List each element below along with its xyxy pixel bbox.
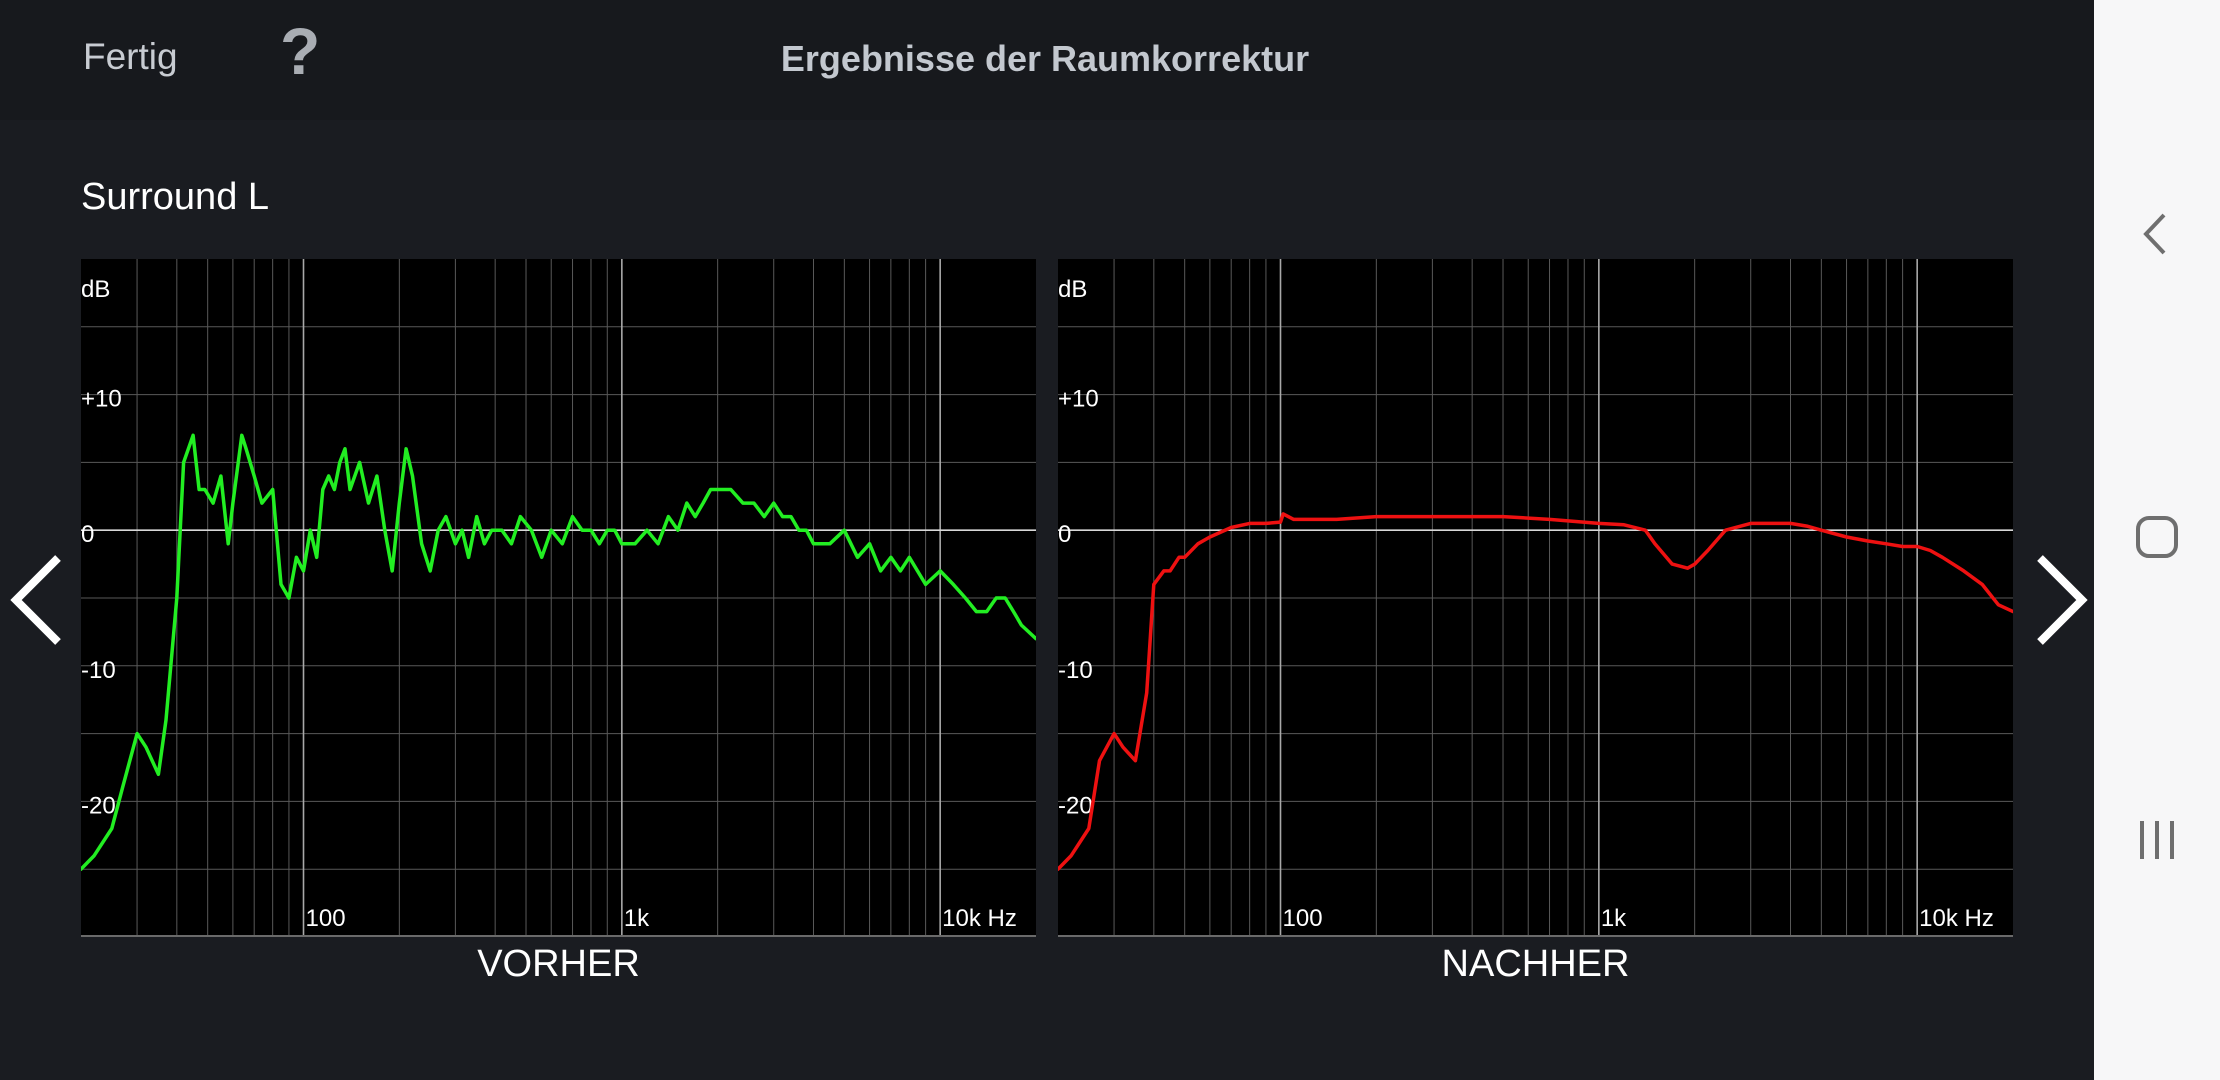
page-title: Ergebnisse der Raumkorrektur: [780, 38, 1310, 79]
y-unit-label: dB: [1058, 276, 1087, 303]
done-button[interactable]: Fertig: [83, 36, 178, 77]
x-tick-label: 1k: [1601, 905, 1627, 932]
chevron-left-icon: [10, 555, 61, 645]
frequency-response-chart-before: dB +10 0 -10 -20 100 1k 10k Hz: [81, 259, 1036, 937]
y-tick-label: -20: [81, 792, 116, 819]
system-back-button[interactable]: [2132, 209, 2182, 259]
y-tick-label: 0: [1058, 521, 1071, 548]
prev-channel-button[interactable]: [8, 550, 68, 650]
y-unit-label: dB: [81, 276, 110, 303]
recents-icon: [2140, 821, 2174, 859]
graph-after: dB +10 0 -10 -20 100 1k 10k Hz: [1058, 259, 2013, 937]
y-tick-label: +10: [1058, 386, 1099, 413]
app-bar: Fertig ? Ergebnisse der Raumkorrektur: [0, 0, 2094, 120]
y-tick-label: -20: [1058, 792, 1093, 819]
system-recents-button[interactable]: [2132, 815, 2182, 865]
help-button[interactable]: ?: [280, 14, 321, 88]
x-tick-label: 10k Hz: [942, 905, 1017, 932]
next-channel-button[interactable]: [2030, 550, 2090, 650]
frequency-curve-after: [1058, 512, 2013, 871]
y-tick-label: -10: [1058, 657, 1093, 684]
chevron-right-icon: [2037, 555, 2088, 645]
x-tick-label: 1k: [624, 905, 650, 932]
graph-after-label: NACHHER: [1441, 943, 1630, 985]
x-tick-label: 100: [1283, 905, 1323, 932]
x-tick-label: 10k Hz: [1919, 905, 1994, 932]
x-tick-label: 100: [306, 905, 346, 932]
graph-before-label: VORHER: [477, 943, 640, 985]
channel-name: Surround L: [81, 176, 270, 218]
frequency-curve-before: [81, 433, 1036, 871]
y-tick-label: 0: [81, 521, 94, 548]
system-nav-bar: [2094, 0, 2220, 1080]
back-icon: [2143, 213, 2166, 255]
y-tick-label: +10: [81, 386, 122, 413]
graph-before: dB +10 0 -10 -20 100 1k 10k Hz: [81, 259, 1036, 937]
y-tick-label: -10: [81, 657, 116, 684]
home-icon: [2136, 516, 2178, 558]
system-home-button[interactable]: [2132, 512, 2182, 562]
frequency-response-chart-after: dB +10 0 -10 -20 100 1k 10k Hz: [1058, 259, 2013, 937]
